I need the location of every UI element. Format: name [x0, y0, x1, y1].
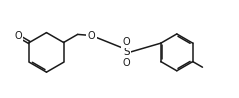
Text: O: O	[14, 31, 22, 41]
Text: O: O	[122, 37, 130, 47]
Text: O: O	[122, 58, 130, 68]
Text: S: S	[123, 47, 130, 57]
Text: O: O	[88, 30, 95, 40]
